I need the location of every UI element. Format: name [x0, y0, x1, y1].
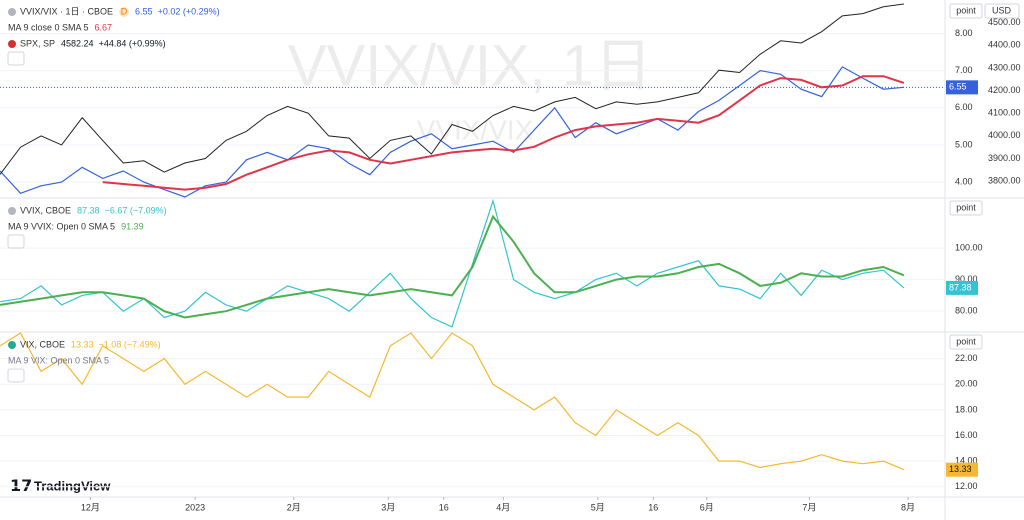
scale-label[interactable]: point: [956, 336, 976, 346]
legend-value: 6.67: [95, 22, 113, 32]
legend-name: MA 9 close 0 SMA 5: [8, 22, 89, 32]
x-tick-label: 12月: [81, 502, 100, 512]
y-tick-label: 4400.00: [988, 40, 1021, 50]
legend-badge: [119, 7, 130, 17]
y-tick-label: 4.00: [955, 177, 973, 187]
scale-button[interactable]: [949, 200, 983, 216]
legend-icon: [8, 8, 16, 16]
y-tick-label: 3900.00: [988, 153, 1021, 163]
y-tick-label: 90.00: [955, 274, 978, 284]
x-tick-label: 6月: [700, 502, 714, 512]
y-tick-label: 12.00: [955, 481, 978, 491]
currency-button[interactable]: [984, 3, 1020, 19]
price-tag: [946, 462, 978, 477]
collapse-button[interactable]: [7, 368, 25, 383]
y-tick-label: 3800.00: [988, 176, 1021, 186]
legend-indicator: MA 9 VIX: Open 0 SMA 5: [8, 355, 109, 365]
legend-name: MA 9 VVIX: Open 0 SMA 5: [8, 221, 115, 231]
currency-label[interactable]: USD: [992, 5, 1012, 15]
scale-button[interactable]: [949, 3, 983, 19]
x-tick-label: 2月: [287, 502, 301, 512]
x-tick-label: 5月: [591, 502, 605, 512]
y-tick-label: 16.00: [955, 430, 978, 440]
y-tick-label: 7.00: [955, 65, 973, 75]
y-tick-label: 80.00: [955, 306, 978, 316]
watermark: VVIX/VIX, 1日: [288, 33, 652, 98]
y-tick-label: 22.00: [955, 353, 978, 363]
logo: TradingView: [34, 478, 111, 493]
legend-name: VVIX, CBOE: [20, 205, 71, 215]
y-tick-label: 6.00: [955, 102, 973, 112]
legend-icon: [8, 341, 16, 349]
collapse-button[interactable]: [7, 51, 25, 66]
legend-change: +44.84 (+0.99%): [99, 38, 166, 48]
legend-value: 91.39: [121, 221, 144, 231]
series-line: [102, 75, 905, 191]
legend-value: 4582.24: [61, 38, 94, 48]
series-line: [0, 3, 904, 175]
x-tick-label: 4月: [496, 502, 510, 512]
x-tick-label: 16: [439, 502, 449, 512]
watermark-sub: VVIX/VIX: [417, 114, 534, 145]
y-tick-label: 8.00: [955, 28, 973, 38]
y-tick-label: 4500.00: [988, 17, 1021, 27]
x-tick-label: 2023: [185, 502, 205, 512]
legend-value: 6.55: [135, 6, 153, 16]
y-tick-label: 4300.00: [988, 62, 1021, 72]
legend-icon: [8, 40, 16, 48]
price-tag: [946, 80, 978, 95]
y-tick-label: 18.00: [955, 404, 978, 414]
y-tick-label: 5.00: [955, 139, 973, 149]
scale-label[interactable]: point: [956, 202, 976, 212]
price-tag-label: 13.33: [949, 464, 972, 474]
legend-name: VIX, CBOE: [20, 339, 65, 349]
y-tick-label: 14.00: [955, 456, 978, 466]
y-tick-label: 4000.00: [988, 130, 1021, 140]
legend-name: VVIX/VIX · 1日 · CBOE: [20, 6, 113, 16]
x-tick-label: 3月: [381, 502, 395, 512]
legend-change: +0.02 (+0.29%): [158, 6, 220, 16]
y-tick-label: 20.00: [955, 379, 978, 389]
y-tick-label: 4100.00: [988, 108, 1021, 118]
x-tick-label: 8月: [901, 502, 915, 512]
y-tick-label: 100.00: [955, 243, 983, 253]
legend-value: 87.38: [77, 205, 100, 215]
legend-icon: [8, 207, 16, 215]
series-line: [0, 66, 904, 198]
price-tag-label: 87.38: [949, 282, 972, 292]
legend-badge-label: D: [121, 6, 128, 16]
scale-button[interactable]: [949, 334, 983, 350]
legend-value: 13.33: [71, 339, 94, 349]
x-tick-label: 16: [648, 502, 658, 512]
y-tick-label: 4200.00: [988, 85, 1021, 95]
collapse-button[interactable]: [7, 234, 25, 249]
series-line: [0, 214, 905, 319]
x-tick-label: 7月: [802, 502, 816, 512]
scale-label[interactable]: point: [956, 5, 976, 15]
series-line: [0, 198, 905, 328]
price-tag-label: 6.55: [949, 82, 967, 92]
legend-name: SPX, SP: [20, 38, 55, 48]
price-tag: [946, 280, 978, 295]
series-line: [0, 332, 905, 471]
legend-change: −6.67 (−7.09%): [105, 205, 167, 215]
legend-change: −1.08 (−7.49%): [99, 339, 161, 349]
